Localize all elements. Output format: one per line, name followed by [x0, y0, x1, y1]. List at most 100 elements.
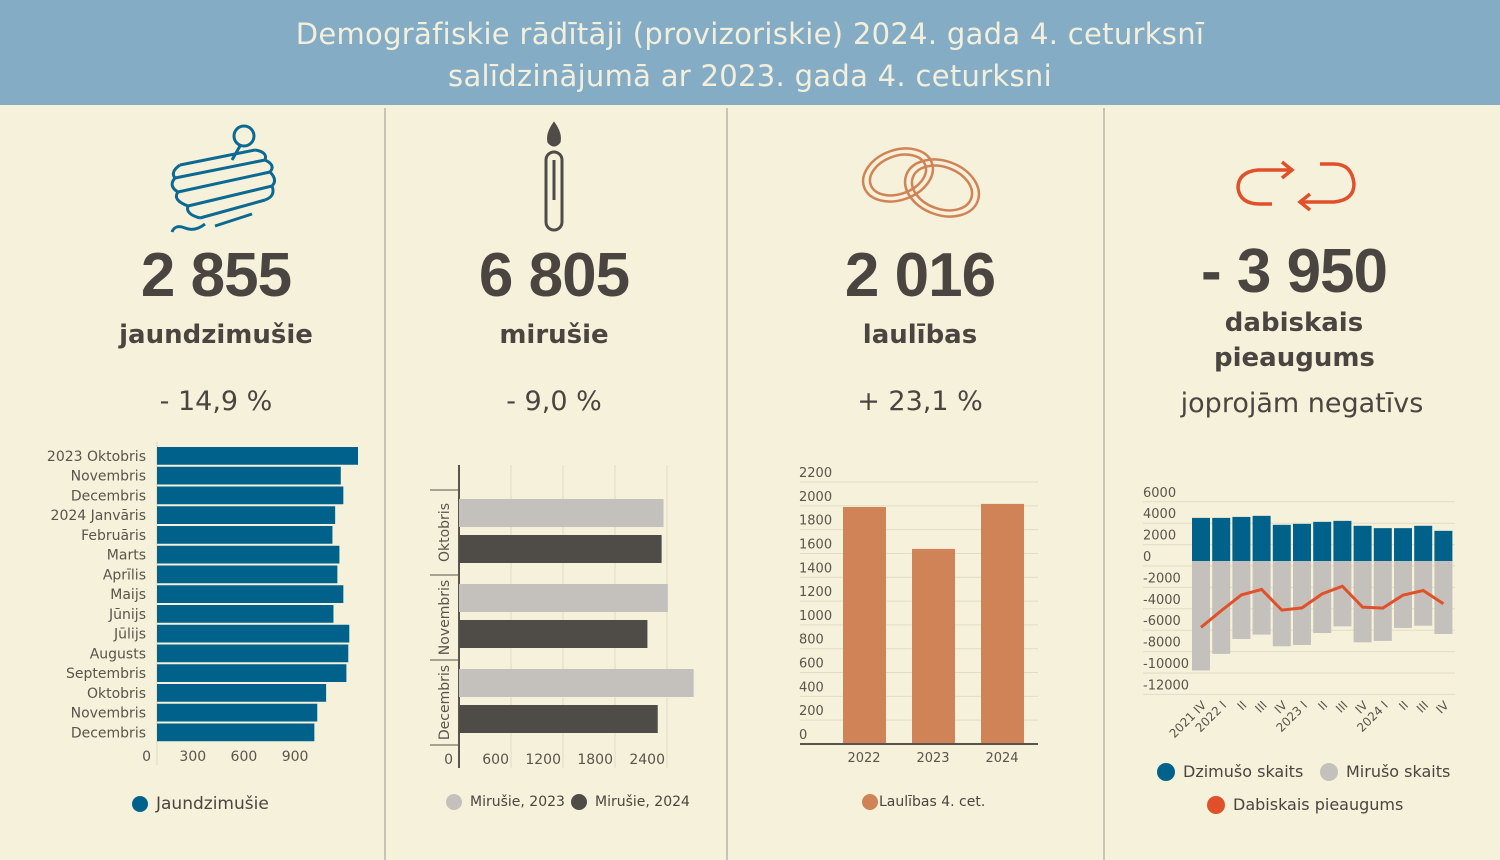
bar-deaths [1333, 561, 1352, 627]
tick-label: 600 [231, 749, 258, 765]
category-label: Oktobris [87, 686, 146, 702]
wedding-rings-icon [861, 147, 981, 218]
category-label: III [1252, 698, 1269, 715]
legend-label: Jaundzimušie [156, 794, 269, 814]
category-label: III [1333, 698, 1350, 715]
tick-label: 2400 [629, 752, 665, 768]
bar-deaths [1313, 561, 1332, 634]
bar-births [1272, 524, 1291, 561]
tick-label: 2000 [1143, 529, 1176, 544]
category-label: Jūlijs [113, 627, 146, 643]
bar-2024 [459, 620, 648, 648]
tick-label: 1600 [799, 537, 832, 552]
title-line-1: Demogrāfiskie rādītāji (provizoriskie) 2… [295, 17, 1205, 51]
category-label: II [1235, 698, 1250, 713]
tick-label: 1200 [799, 585, 832, 600]
legend-births: Jaundzimušie [132, 794, 269, 814]
tick-label: 300 [179, 749, 206, 765]
tick-label: 400 [799, 680, 824, 695]
deaths-value: 6 805 [478, 241, 630, 310]
bar-deaths [1192, 561, 1210, 671]
legend-swatch [1157, 762, 1175, 781]
bar [157, 624, 350, 643]
category-label: Novembris [71, 469, 146, 485]
tick-label: 6000 [1143, 486, 1176, 501]
births-value: 2 855 [140, 241, 292, 310]
category-label: III [1414, 698, 1431, 715]
category-label: Novembris [71, 706, 146, 722]
tick-label: 2000 [799, 490, 832, 505]
tick-label: -12000 [1143, 678, 1189, 693]
category-label: II [1396, 698, 1411, 713]
tick-label: 1800 [577, 752, 613, 768]
bar-births [1313, 521, 1332, 561]
legend-swatch [132, 796, 148, 812]
tick-label: 800 [799, 633, 824, 648]
legend-marriages: Laulības 4. cet. [862, 794, 985, 810]
bar [157, 447, 358, 465]
bar-births [1414, 525, 1433, 561]
legend-swatch [1320, 762, 1338, 781]
bar-2023 [459, 584, 668, 612]
bar-births [1373, 528, 1392, 561]
category-label: Decembris [437, 665, 453, 740]
bar-deaths [1232, 561, 1251, 640]
tick-label: 600 [482, 752, 509, 768]
bar [157, 545, 340, 564]
category-label: Augusts [90, 646, 146, 662]
bar-deaths [1272, 561, 1291, 647]
bar-deaths [1414, 561, 1433, 626]
tick-label: -2000 [1143, 571, 1181, 586]
legend-swatch [862, 794, 878, 810]
marriages-value: 2 016 [844, 241, 996, 310]
bar-deaths [1293, 561, 1311, 645]
natural-growth-label: dabiskais pieaugums [1214, 308, 1375, 373]
legend-label: Dzimušo skaits [1183, 762, 1304, 781]
legend-natural: Dabiskais pieaugums [1207, 795, 1403, 814]
bar [157, 684, 327, 702]
tick-label: -10000 [1143, 657, 1189, 672]
title-line-2: salīdzinājumā ar 2023. gada 4. ceturksni [448, 59, 1052, 93]
tick-label: -6000 [1143, 614, 1181, 629]
tick-label: -8000 [1143, 636, 1181, 651]
category-label: 2023 [916, 751, 949, 766]
legend-swatch [1207, 795, 1225, 814]
candle-icon [544, 121, 564, 232]
bar-births [1394, 528, 1412, 561]
category-label: 2023 Oktobris [47, 449, 146, 465]
divider [1103, 108, 1105, 860]
legend-deaths-2023: Mirušie, 2023 [446, 794, 565, 810]
legend-label: Dabiskais pieaugums [1233, 795, 1404, 814]
category-label: IV [1433, 698, 1452, 717]
legend-deaths-2024: Mirušie, 2024 [571, 794, 690, 810]
bar-births [1333, 520, 1352, 561]
bar [157, 664, 347, 682]
bar-deaths [1353, 561, 1372, 643]
bar-births [1252, 515, 1271, 561]
bar-2024 [459, 535, 662, 563]
deaths-change: - 9,0 % [506, 386, 602, 417]
bar-2024 [459, 705, 658, 733]
category-label: Decembris [71, 488, 146, 504]
natural-growth-change: joprojām negatīvs [1180, 388, 1424, 419]
category-label: 2024 [985, 751, 1018, 766]
bar [157, 526, 333, 544]
marriages-change: + 23,1 % [857, 386, 983, 417]
bar-births [1232, 516, 1251, 561]
category-label: Maijs [110, 587, 146, 603]
category-label: Oktobris [437, 503, 453, 562]
tick-label: 1200 [525, 752, 561, 768]
tick-label: 4000 [1143, 507, 1176, 522]
bar [157, 565, 338, 584]
births-change: - 14,9 % [159, 386, 273, 417]
tick-label: 0 [1143, 550, 1151, 565]
bar-2023 [459, 499, 664, 527]
category-label: Aprīlis [103, 567, 146, 583]
bar-births [1293, 523, 1311, 561]
bar [157, 703, 318, 722]
deaths-label: mirušie [499, 320, 609, 350]
tick-label: 0 [444, 752, 453, 768]
bar-births [1434, 530, 1453, 561]
